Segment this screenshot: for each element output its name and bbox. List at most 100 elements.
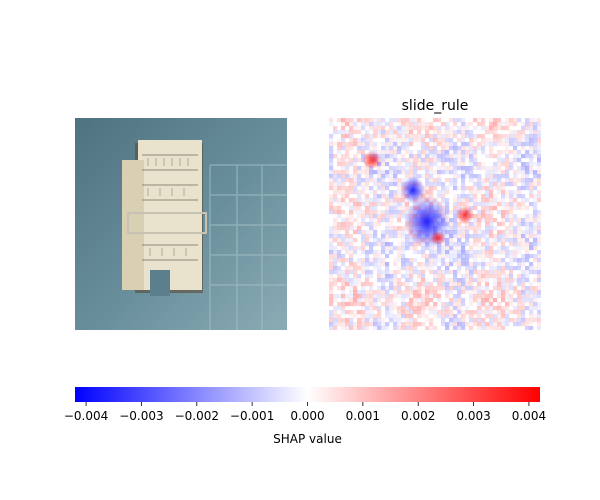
heatmap-cell xyxy=(469,138,474,143)
heatmap-negative-blob xyxy=(401,176,425,204)
heatmap-cell xyxy=(369,186,374,191)
heatmap-cell xyxy=(345,226,350,231)
heatmap-cell xyxy=(365,294,370,299)
heatmap-cell xyxy=(345,238,350,243)
heatmap-cell xyxy=(425,278,430,283)
heatmap-cell xyxy=(501,182,506,187)
heatmap-cell xyxy=(529,322,534,327)
heatmap-cell xyxy=(397,178,402,183)
heatmap-cell xyxy=(381,126,386,131)
heatmap-cell xyxy=(385,150,390,155)
heatmap-cell xyxy=(493,218,498,223)
heatmap-cell xyxy=(497,198,502,203)
heatmap-cell xyxy=(397,242,402,247)
heatmap-cell xyxy=(517,222,522,227)
heatmap-cell xyxy=(345,258,350,263)
heatmap-cell xyxy=(385,170,390,175)
heatmap-cell xyxy=(489,322,494,327)
heatmap-cell xyxy=(337,130,342,135)
heatmap-cell xyxy=(453,158,458,163)
heatmap-cell xyxy=(389,310,394,315)
heatmap-cell xyxy=(457,322,462,327)
heatmap-cell xyxy=(369,230,374,235)
heatmap-cell xyxy=(393,206,398,211)
heatmap-cell xyxy=(329,250,334,255)
heatmap-cell xyxy=(473,214,478,219)
heatmap-cell xyxy=(537,282,541,287)
heatmap-cell xyxy=(525,238,530,243)
heatmap-cell xyxy=(457,126,462,131)
heatmap-cell xyxy=(353,278,358,283)
heatmap-cell xyxy=(485,246,490,251)
heatmap-cell xyxy=(445,266,450,271)
heatmap-cell xyxy=(337,138,342,143)
heatmap-cell xyxy=(461,150,466,155)
heatmap-cell xyxy=(517,238,522,243)
heatmap-cell xyxy=(337,202,342,207)
heatmap-cell xyxy=(369,290,374,295)
heatmap-cell xyxy=(405,130,410,135)
heatmap-cell xyxy=(341,122,346,127)
heatmap-cell xyxy=(425,302,430,307)
heatmap-cell xyxy=(417,130,422,135)
heatmap-cell xyxy=(517,318,522,323)
heatmap-cell xyxy=(489,166,494,171)
heatmap-cell xyxy=(405,126,410,131)
heatmap-cell xyxy=(365,130,370,135)
heatmap-cell xyxy=(401,210,406,215)
heatmap-cell xyxy=(441,318,446,323)
heatmap-cell xyxy=(353,122,358,127)
heatmap-cell xyxy=(421,322,426,327)
heatmap-cell xyxy=(489,222,494,227)
heatmap-cell xyxy=(361,198,366,203)
heatmap-cell xyxy=(381,286,386,291)
heatmap-cell xyxy=(397,170,402,175)
heatmap-cell xyxy=(489,214,494,219)
heatmap-cell xyxy=(465,126,470,131)
heatmap-cell xyxy=(373,322,378,327)
heatmap-cell xyxy=(421,246,426,251)
heatmap-cell xyxy=(365,146,370,151)
heatmap-cell xyxy=(441,254,446,259)
heatmap-cell xyxy=(369,190,374,195)
heatmap-cell xyxy=(361,298,366,303)
heatmap-cell xyxy=(509,194,514,199)
heatmap-cell xyxy=(537,118,541,123)
heatmap-cell xyxy=(433,130,438,135)
heatmap-cell xyxy=(489,254,494,259)
heatmap-cell xyxy=(473,242,478,247)
heatmap-cell xyxy=(465,262,470,267)
heatmap-cell xyxy=(385,242,390,247)
heatmap-cell xyxy=(337,318,342,323)
heatmap-cell xyxy=(533,254,538,259)
heatmap-cell xyxy=(517,290,522,295)
heatmap-cell xyxy=(365,266,370,271)
heatmap-cell xyxy=(509,206,514,211)
heatmap-cell xyxy=(341,246,346,251)
heatmap-cell xyxy=(533,170,538,175)
heatmap-cell xyxy=(373,254,378,259)
heatmap-cell xyxy=(489,246,494,251)
heatmap-cell xyxy=(469,122,474,127)
heatmap-cell xyxy=(377,298,382,303)
heatmap-cell xyxy=(377,286,382,291)
heatmap-cell xyxy=(453,130,458,135)
heatmap-cell xyxy=(401,282,406,287)
heatmap-cell xyxy=(409,322,414,327)
heatmap-cell xyxy=(461,302,466,307)
heatmap-cell xyxy=(513,142,518,147)
heatmap-cell xyxy=(429,254,434,259)
heatmap-cell xyxy=(413,258,418,263)
heatmap-cell xyxy=(337,270,342,275)
heatmap-cell xyxy=(533,182,538,187)
heatmap-cell xyxy=(393,326,398,330)
heatmap-cell xyxy=(529,266,534,271)
heatmap-cell xyxy=(513,158,518,163)
heatmap-cell xyxy=(465,290,470,295)
heatmap-cell xyxy=(433,246,438,251)
heatmap-cell xyxy=(489,178,494,183)
heatmap-cell xyxy=(349,286,354,291)
heatmap-cell xyxy=(497,310,502,315)
heatmap-cell xyxy=(401,302,406,307)
heatmap-cell xyxy=(409,298,414,303)
